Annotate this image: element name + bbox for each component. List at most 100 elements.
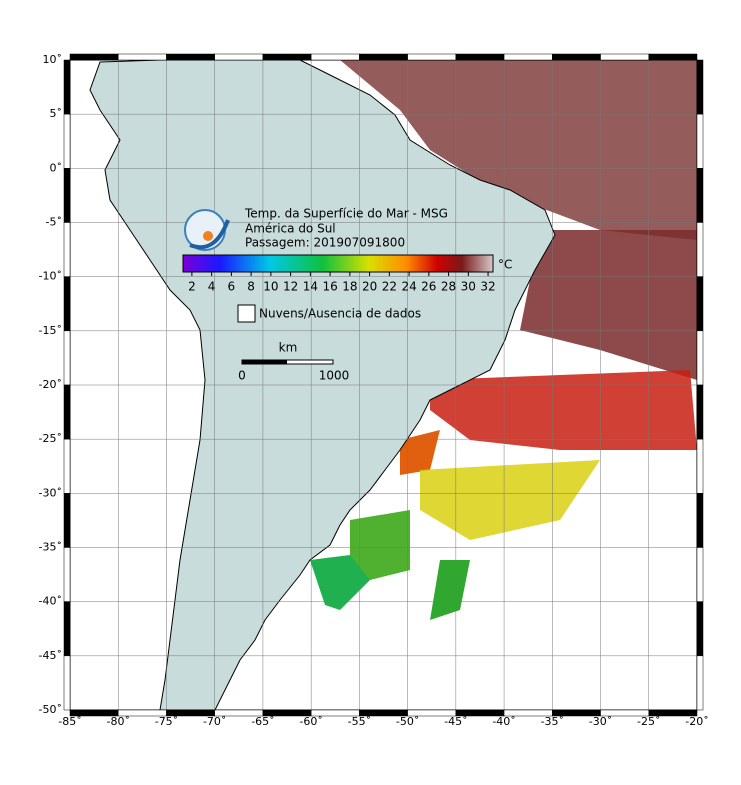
lon-tick-label: -30˚ [589,715,612,728]
scale-label: 0 [238,369,246,383]
lon-tick-label: -85˚ [58,715,81,728]
sst-yellow [420,460,600,540]
scale-label: 1000 [319,369,350,383]
no-data-label: Nuvens/Ausencia de dados [259,307,421,321]
logo-arrow [189,219,230,250]
lat-tick-label: -35˚ [39,541,62,554]
frame-segment [63,222,71,277]
title: Temp. da Superfície do Mar - MSG [244,207,448,221]
frame-segment [63,384,71,440]
frame-segment [310,53,360,61]
frame-segment [696,547,704,602]
lat-tick-label: -20˚ [39,378,62,391]
frame-segment [63,276,71,332]
colorbar-tick-label: 14 [303,280,318,294]
lat-tick-label: 10˚ [43,53,63,66]
frame-segment [648,53,698,61]
colorbar-tick-label: 26 [421,280,436,294]
frame-segment [63,438,71,494]
logo-sun [203,231,213,241]
frame-segment [696,493,704,548]
frame-segment [63,493,71,548]
colorbar-tick-label: 30 [461,280,476,294]
frame-segment [696,168,704,223]
frame-segment [69,53,119,61]
no-data-swatch [237,304,256,323]
colorbar-tick-label: 2 [188,280,196,294]
lat-tick-label: -40˚ [39,595,62,608]
lat-tick-label: -50˚ [39,703,62,716]
lat-tick-label: -45˚ [39,649,62,662]
sst-warm [520,230,697,380]
frame-segment [63,601,71,657]
lon-tick-label: -20˚ [685,715,708,728]
frame-segment [696,438,704,494]
colorbar-tick-label: 16 [322,280,337,294]
sst-green [350,510,410,580]
lon-tick-label: -60˚ [299,715,322,728]
sst-orange [400,430,440,475]
sst-green [430,560,470,620]
frame-segment [214,53,264,61]
lon-tick-label: -25˚ [637,715,660,728]
colorbar-tick-label: 18 [342,280,357,294]
frame-segment [63,330,71,386]
colorbar-tick-label: 8 [247,280,255,294]
pass-time: Passagem: 201907091800 [245,236,405,250]
lat-tick-label: -5˚ [46,216,62,229]
sst-red [430,370,697,450]
lon-tick-label: -35˚ [541,715,564,728]
region: América do Sul [245,222,336,236]
frame-segment [552,53,601,61]
frame-segment [696,222,704,277]
lon-tick-label: -70˚ [203,715,226,728]
lon-tick-label: -45˚ [444,715,467,728]
frame-segment [63,168,71,223]
frame-segment [63,59,71,115]
scale-bar-fill [242,360,287,364]
frame-segment [63,547,71,602]
lon-tick-label: -55˚ [348,715,371,728]
frame-segment [696,384,704,440]
colorbar [182,254,494,273]
colorbar-tick-label: 4 [208,280,216,294]
frame-segment [407,53,457,61]
lon-tick-label: -75˚ [155,715,178,728]
frame-segment [262,53,312,61]
lon-tick-label: -65˚ [251,715,274,728]
colorbar-tick-label: 24 [401,280,416,294]
colorbar-unit: °C [498,258,512,272]
map-legend: Temp. da Superfície do Mar - MSG América… [182,207,512,383]
frame-segment [696,330,704,386]
frame-segment [696,59,704,115]
lat-tick-label: -30˚ [39,486,62,499]
graticule [69,59,698,711]
colorbar-tick-label: 22 [382,280,397,294]
colorbar-ticks: 2 4 6 8 10 12 14 16 18 20 22 24 26 28 30 32 [188,272,496,294]
colorbar-tick-label: 12 [283,280,298,294]
colorbar-tick-label: 10 [263,280,278,294]
sst-patches [310,60,697,620]
lon-tick-label: -80˚ [106,715,129,728]
frame-segment [166,53,215,61]
lat-tick-label: 0˚ [50,161,63,174]
frame-segment [455,53,505,61]
frame-segment [503,53,553,61]
lat-tick-label: -15˚ [39,324,62,337]
frame-segment [648,709,698,717]
frame-segment [63,113,71,169]
frame-segment [117,53,167,61]
lat-tick-label: -25˚ [39,432,62,445]
colorbar-tick-label: 28 [441,280,456,294]
frame-segment [696,601,704,657]
colorbar-tick-label: 32 [480,280,495,294]
frame-segment [359,53,408,61]
lat-tick-label: -10˚ [39,270,62,283]
sst-warm [340,60,697,240]
frame-segment [63,655,71,711]
frame-segment [696,113,704,169]
lon-tick-label: -50˚ [396,715,419,728]
frame-segment [696,276,704,332]
frame-border [63,53,704,717]
